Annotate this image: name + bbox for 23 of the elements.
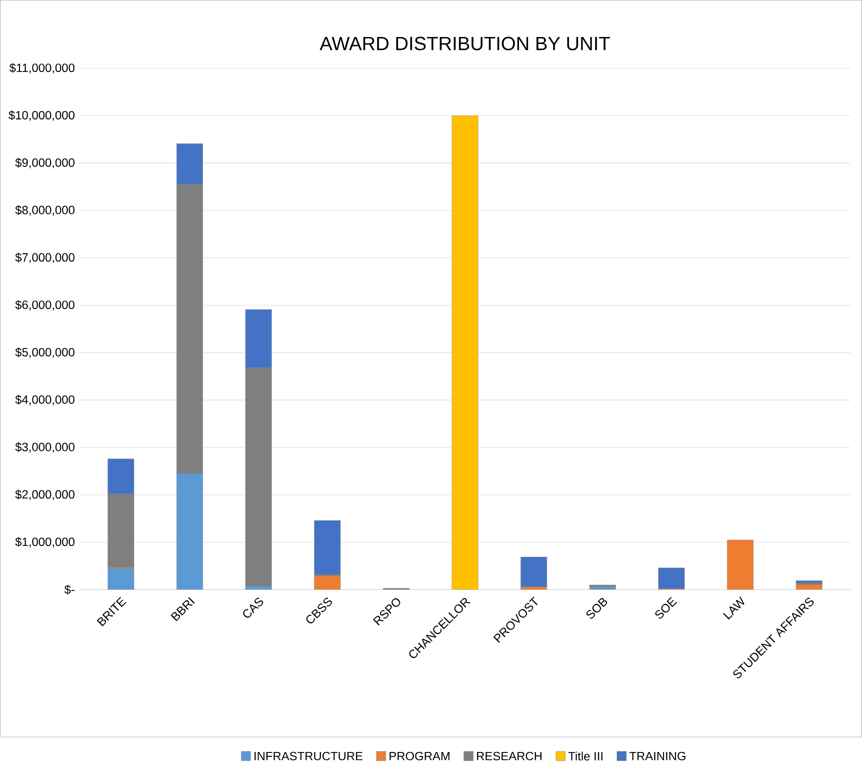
y-tick-label: $9,000,000 [15,158,74,168]
bar [520,557,548,588]
y-tick-label: $11,000,000 [9,63,74,74]
bar [176,474,203,590]
bar [727,540,754,590]
legend-label: INFRASTRUCTURE [254,752,362,760]
y-tick-label: $10,000,000 [8,110,74,122]
y-tick-label: $2,000,000 [15,490,74,500]
legend-label: TRAINING [629,752,686,760]
y-tick-label: $8,000,000 [15,205,74,216]
legend-label: Title III [568,752,602,761]
y-tick-label: $3,000,000 [15,442,74,453]
y-tick-label: $5,000,000 [15,348,74,358]
chart-title: AWARD DISTRIBUTION BY UNIT [320,36,610,50]
legend-label: RESEARCH [477,752,542,760]
bar [108,568,134,590]
bar [314,576,340,590]
y-tick-label: $4,000,000 [15,395,74,406]
y-tick-label: $- [64,585,74,595]
y-tick-label: $6,000,000 [15,300,74,311]
y-tick-label: $1,000,000 [15,537,74,548]
y-tick-label: $7,000,000 [15,252,74,264]
legend-label: PROGRAM [390,752,450,760]
